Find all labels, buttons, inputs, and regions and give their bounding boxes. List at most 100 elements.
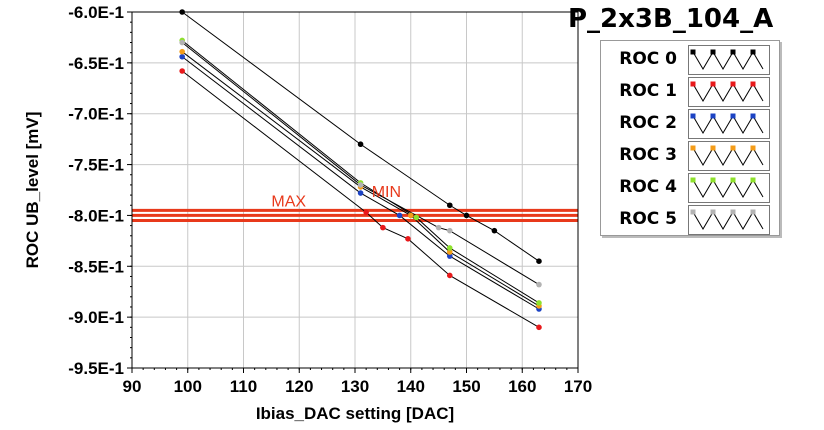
y-tick-label: -8.0E-1 (68, 206, 124, 225)
data-point (536, 300, 542, 306)
legend-marker (730, 113, 736, 119)
data-point (179, 48, 185, 55)
legend-label: ROC 1 (619, 81, 677, 101)
x-tick-label: 150 (452, 377, 480, 396)
legend-item: ROC 2 (601, 108, 779, 139)
y-axis-label: ROC UB_level [mV] (23, 112, 42, 269)
x-tick-label: 130 (341, 377, 369, 396)
legend-marker (710, 113, 716, 119)
legend-swatch (688, 205, 770, 235)
y-tick-label: -6.5E-1 (68, 54, 124, 73)
legend-marker (690, 209, 696, 215)
x-tick-label: 140 (397, 377, 425, 396)
legend-marker (750, 81, 756, 87)
data-point (446, 249, 453, 255)
axis-ticks: 90 100 110 120 130 140 150 160 170 -6.0E-1 -6.5E-1… (68, 3, 592, 396)
legend-marker (750, 177, 756, 183)
legend-line (692, 51, 764, 70)
chart-title: P_2x3B_104_A (568, 4, 774, 34)
data-point (446, 245, 453, 251)
data-point (179, 53, 185, 60)
legend-marker (730, 81, 736, 87)
y-tick-label: -6.0E-1 (68, 3, 124, 22)
legend-line (692, 179, 764, 198)
legend-marker (690, 113, 696, 119)
legend-marker (750, 209, 756, 215)
legend-marker (690, 81, 696, 87)
data-point (357, 190, 364, 196)
data-point (446, 272, 453, 279)
x-axis-label: Ibias_DAC setting [DAC] (256, 404, 454, 423)
data-point (179, 39, 185, 46)
legend-swatch (688, 173, 770, 203)
legend-item: ROC 0 (601, 44, 779, 75)
legend-label: ROC 2 (619, 113, 677, 133)
legend-marker (710, 177, 716, 183)
legend-swatch (688, 109, 770, 139)
legend-line (692, 211, 764, 230)
data-point (536, 324, 542, 331)
y-tick-label: -9.5E-1 (68, 359, 124, 378)
legend-swatch (688, 141, 770, 171)
data-point (435, 224, 442, 231)
legend-marker (690, 145, 696, 151)
legend-swatch (688, 77, 770, 107)
data-point (357, 182, 364, 188)
x-tick-label: 100 (174, 377, 202, 396)
series-line (181, 70, 540, 328)
data-point (407, 212, 414, 219)
annotations: MAX MIN (271, 184, 401, 210)
legend-item: ROC 5 (601, 204, 779, 235)
annotation-label: MAX (271, 193, 306, 210)
legend-line (692, 147, 764, 166)
legend-marker (690, 177, 696, 183)
legend-label: ROC 4 (619, 177, 677, 197)
legend-label: ROC 5 (619, 209, 677, 229)
data-point (357, 141, 364, 148)
legend-marker (730, 49, 736, 55)
data-point (396, 212, 403, 219)
x-tick-label: 160 (508, 377, 536, 396)
data-point (536, 258, 542, 265)
series-points (179, 9, 542, 331)
data-point (363, 209, 369, 216)
data-point (446, 253, 453, 259)
legend-item: ROC 3 (601, 140, 779, 171)
legend-marker (750, 145, 756, 151)
y-tick-label: -8.5E-1 (68, 257, 124, 276)
data-point (536, 281, 542, 288)
legend-line (692, 83, 764, 102)
x-tick-label: 110 (230, 377, 257, 396)
legend-marker (710, 145, 716, 151)
data-point (413, 214, 420, 221)
legend-marker (730, 209, 736, 215)
legend-item: ROC 1 (601, 76, 779, 107)
legend-item: ROC 4 (601, 172, 779, 203)
legend-marker (710, 81, 716, 87)
y-tick-label: -7.5E-1 (68, 156, 124, 175)
legend-marker (730, 177, 736, 183)
series-line (181, 11, 540, 262)
legend-label: ROC 0 (619, 49, 677, 69)
x-tick-label: 90 (123, 377, 142, 396)
legend-line (692, 115, 764, 134)
legend-marker (690, 49, 696, 55)
data-point (405, 236, 411, 242)
legend-marker (730, 145, 736, 151)
data-point (446, 227, 453, 234)
y-tick-label: -7.0E-1 (68, 105, 124, 124)
reference-lines (132, 208, 578, 223)
legend-swatch (688, 45, 770, 75)
data-point (179, 68, 185, 74)
x-tick-label: 120 (285, 377, 313, 396)
data-point (446, 202, 453, 209)
data-point (463, 212, 470, 219)
data-point (491, 227, 498, 234)
legend: ROC 0 ROC 1 ROC 2 ROC 3 ROC 4 ROC 5 (600, 40, 780, 236)
annotation-label: MIN (372, 184, 401, 201)
legend-marker (750, 113, 756, 119)
y-tick-label: -9.0E-1 (68, 308, 124, 327)
data-point (380, 224, 386, 231)
legend-label: ROC 3 (619, 145, 677, 165)
